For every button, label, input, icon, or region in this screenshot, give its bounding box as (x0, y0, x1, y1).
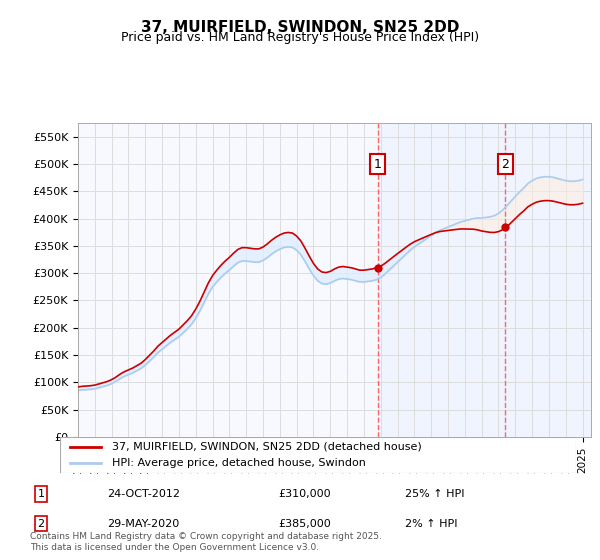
Text: 37, MUIRFIELD, SWINDON, SN25 2DD: 37, MUIRFIELD, SWINDON, SN25 2DD (141, 20, 459, 35)
Text: 1: 1 (38, 489, 44, 499)
Text: Contains HM Land Registry data © Crown copyright and database right 2025.
This d: Contains HM Land Registry data © Crown c… (30, 532, 382, 552)
Text: Price paid vs. HM Land Registry's House Price Index (HPI): Price paid vs. HM Land Registry's House … (121, 31, 479, 44)
Text: £310,000: £310,000 (278, 489, 331, 499)
Text: 2% ↑ HPI: 2% ↑ HPI (406, 519, 458, 529)
Text: 24-OCT-2012: 24-OCT-2012 (107, 489, 180, 499)
Text: 2: 2 (502, 157, 509, 171)
Text: 29-MAY-2020: 29-MAY-2020 (107, 519, 179, 529)
Bar (505, 123, 591, 437)
Text: 37, MUIRFIELD, SWINDON, SN25 2DD (detached house): 37, MUIRFIELD, SWINDON, SN25 2DD (detach… (112, 442, 421, 452)
FancyBboxPatch shape (60, 437, 576, 473)
Text: 25% ↑ HPI: 25% ↑ HPI (406, 489, 465, 499)
Text: £385,000: £385,000 (278, 519, 331, 529)
Text: 2: 2 (37, 519, 44, 529)
Bar (377, 123, 505, 437)
Text: 1: 1 (374, 157, 382, 171)
Text: HPI: Average price, detached house, Swindon: HPI: Average price, detached house, Swin… (112, 458, 365, 468)
